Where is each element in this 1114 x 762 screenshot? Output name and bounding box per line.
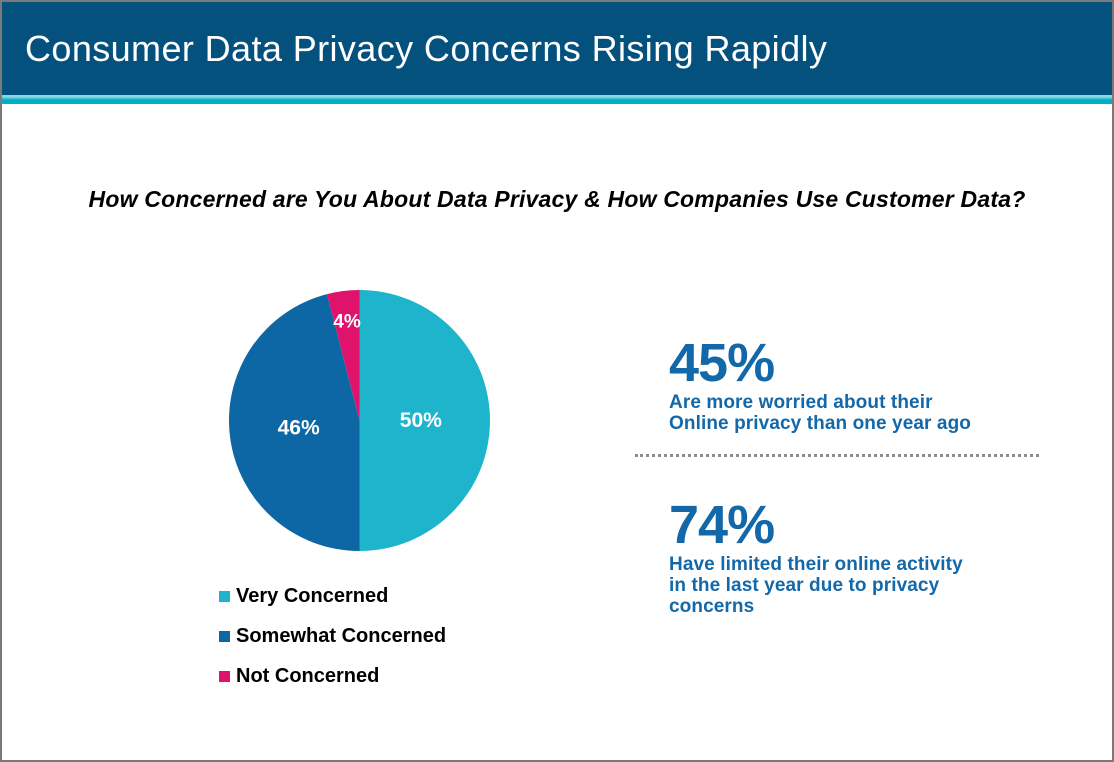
header-bar: Consumer Data Privacy Concerns Rising Ra… xyxy=(2,2,1112,95)
stat-line: Online privacy than one year ago xyxy=(669,413,972,434)
slide-title: Consumer Data Privacy Concerns Rising Ra… xyxy=(25,27,828,69)
legend-label: Not Concerned xyxy=(236,665,380,687)
stat-value-74: 74% xyxy=(669,495,775,555)
dotted-divider xyxy=(635,454,1039,457)
pie-slice-1 xyxy=(229,294,360,551)
accent-strip xyxy=(2,95,1112,104)
chart-legend: Very Concerned Somewhat Concerned Not Co… xyxy=(219,586,446,706)
pie-slice-label: 46% xyxy=(278,417,320,440)
stat-line: Are more worried about their xyxy=(669,392,933,413)
pie-slice-label: 50% xyxy=(400,409,442,432)
pie-slice-label: 4% xyxy=(333,312,361,333)
stat-line: concerns xyxy=(669,596,755,617)
stat-description: Are more worried about their Online priv… xyxy=(669,392,1069,434)
stat-description: Have limited their online activity in th… xyxy=(669,554,1069,617)
chart-question-title: How Concerned are You About Data Privacy… xyxy=(88,186,1026,212)
stat-block-45: 45% Are more worried about their Online … xyxy=(669,336,1069,434)
legend-item-not-concerned: Not Concerned xyxy=(219,666,446,686)
legend-item-very-concerned: Very Concerned xyxy=(219,586,446,606)
stat-line: Have limited their online activity xyxy=(669,554,963,575)
pie-slice-0 xyxy=(359,290,490,551)
stat-value-45: 45% xyxy=(669,333,775,393)
pie-chart: 50% 46% 4% xyxy=(229,290,490,551)
legend-swatch-not-concerned xyxy=(219,670,230,682)
legend-swatch-very-concerned xyxy=(219,590,230,602)
legend-label: Very Concerned xyxy=(236,585,389,607)
pie-slice-2 xyxy=(327,290,360,421)
legend-item-somewhat-concerned: Somewhat Concerned xyxy=(219,626,446,646)
legend-label: Somewhat Concerned xyxy=(236,625,447,647)
stat-block-74: 74% Have limited their online activity i… xyxy=(669,498,1069,617)
stat-line: in the last year due to privacy xyxy=(669,575,940,596)
content-area: How Concerned are You About Data Privacy… xyxy=(2,104,1112,760)
legend-swatch-somewhat-concerned xyxy=(219,630,230,642)
